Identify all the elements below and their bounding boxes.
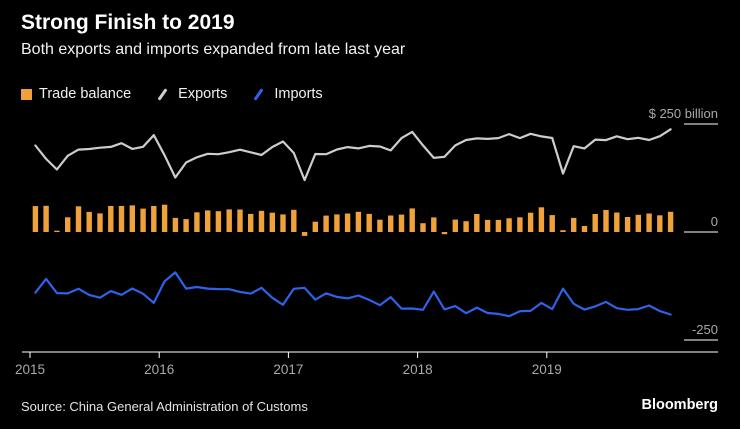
x-tick-label: 2017: [273, 362, 303, 377]
trade-balance-marker-icon: [21, 88, 32, 100]
bloomberg-logo: Bloomberg: [641, 397, 718, 413]
imports-line: [34, 271, 672, 318]
legend-item: Imports: [249, 86, 323, 102]
x-tick-label: 2018: [403, 362, 433, 377]
x-tick-label: 2019: [532, 362, 562, 377]
page-subtitle: Both exports and imports expanded from l…: [21, 41, 406, 58]
page-title: Strong Finish to 2019: [21, 11, 235, 34]
x-tick-label: 2016: [144, 362, 174, 377]
legend-label: Imports: [274, 86, 323, 102]
y-tick-label: $ 250 billion: [649, 106, 718, 121]
chart-plot-area: $ 250 billion 0 -250 2015 2016 2017 2018 2019: [15, 106, 718, 377]
y-tick-label: -250: [692, 322, 718, 337]
legend-item: Exports: [153, 86, 227, 102]
exports-line-marker-icon: [157, 87, 168, 101]
source-note: Source: China General Administration of …: [21, 399, 308, 414]
imports-line-marker-icon: [253, 87, 264, 101]
legend-item: Trade balance: [21, 86, 131, 102]
y-tick-label: 0: [711, 214, 718, 229]
x-tick-label: 2015: [15, 362, 45, 377]
trade-balance-bars: [32, 204, 674, 236]
legend-label: Trade balance: [39, 86, 132, 102]
exports-line: [34, 128, 672, 182]
legend: Trade balance Exports Imports: [21, 86, 345, 102]
legend-label: Exports: [178, 86, 228, 102]
